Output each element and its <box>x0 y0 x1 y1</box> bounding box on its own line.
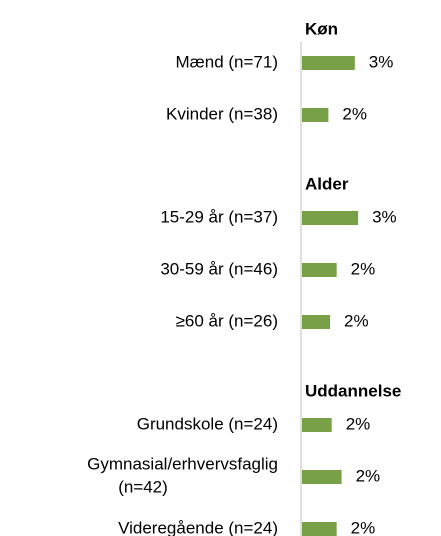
value-label: 2% <box>346 414 371 433</box>
value-label: 2% <box>344 311 369 330</box>
category-label: Grundskole (n=24) <box>137 414 278 433</box>
value-label: 2% <box>351 518 376 536</box>
bar <box>302 263 337 277</box>
bar <box>302 108 329 122</box>
bar <box>302 470 342 484</box>
bar <box>302 56 355 70</box>
bar <box>302 315 331 329</box>
category-label: ≥60 år (n=26) <box>176 311 278 330</box>
category-label: 15-29 år (n=37) <box>160 207 278 226</box>
bar <box>302 522 337 536</box>
value-label: 2% <box>356 466 381 485</box>
bar <box>302 211 359 225</box>
group-title: Alder <box>305 174 349 193</box>
category-label: 30-59 år (n=46) <box>160 259 278 278</box>
category-label: Kvinder (n=38) <box>166 104 278 123</box>
category-label: Gymnasial/erhvervsfaglig (n=42) <box>87 455 278 497</box>
value-label: 3% <box>372 207 397 226</box>
category-label: Mænd (n=71) <box>175 52 278 71</box>
group-title: Uddannelse <box>305 381 401 400</box>
bar <box>302 418 332 432</box>
group-title: Køn <box>305 19 338 38</box>
value-label: 2% <box>351 259 376 278</box>
category-label: Videregående (n=24) <box>118 518 278 536</box>
value-label: 2% <box>342 104 367 123</box>
value-label: 3% <box>369 52 394 71</box>
